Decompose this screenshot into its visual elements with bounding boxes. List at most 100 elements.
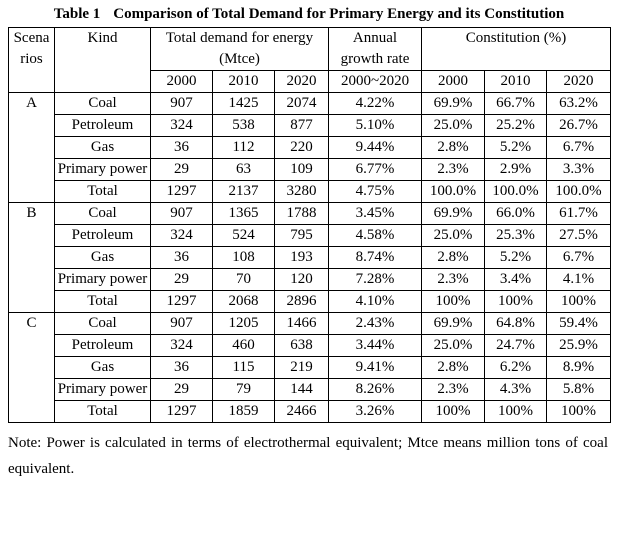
demand-cell: 115 [212, 356, 275, 379]
demand-cell: 63 [212, 158, 275, 181]
constitution-cell: 8.9% [546, 356, 612, 379]
table-caption-text: Comparison of Total Demand for Primary E… [113, 6, 565, 22]
kind-cell: Primary power [54, 158, 151, 181]
constitution-cell: 25.9% [546, 334, 612, 357]
header-constitution-year-2000: 2000 [421, 70, 486, 93]
kind-cell: Coal [54, 312, 151, 335]
demand-cell: 324 [150, 114, 213, 137]
constitution-cell: 6.2% [484, 356, 548, 379]
growth-cell: 6.77% [328, 158, 423, 181]
demand-cell: 907 [150, 92, 213, 115]
growth-cell: 2.43% [328, 312, 423, 335]
page: Table 1 Comparison of Total Demand for Pr… [8, 3, 612, 477]
kind-cell: Total [54, 180, 151, 203]
constitution-cell: 6.7% [546, 136, 612, 159]
constitution-cell: 69.9% [421, 92, 486, 115]
growth-cell: 3.45% [328, 202, 423, 225]
kind-cell: Gas [54, 136, 151, 159]
kind-cell: Primary power [54, 268, 151, 291]
demand-cell: 324 [150, 224, 213, 247]
constitution-cell: 63.2% [546, 92, 612, 115]
constitution-cell: 3.3% [546, 158, 612, 181]
table-caption: Table 1 Comparison of Total Demand for Pr… [8, 3, 610, 25]
kind-cell: Primary power [54, 378, 151, 401]
demand-cell: 109 [273, 158, 330, 181]
constitution-cell: 61.7% [546, 202, 612, 225]
constitution-cell: 3.4% [484, 268, 548, 291]
growth-cell: 8.74% [328, 246, 423, 269]
header-kind: Kind [54, 27, 151, 93]
constitution-cell: 2.8% [421, 136, 486, 159]
energy-demand-table: Scena rios Kind Total demand for energy … [8, 27, 612, 423]
table-row: Petroleum 324 538 877 5.10% 25.0% 25.2% … [9, 114, 612, 137]
constitution-cell: 100.0% [484, 180, 548, 203]
demand-cell: 36 [150, 356, 213, 379]
demand-cell: 1788 [273, 202, 330, 225]
constitution-cell: 64.8% [484, 312, 548, 335]
demand-cell: 1859 [212, 400, 275, 423]
growth-cell: 5.10% [328, 114, 423, 137]
demand-cell: 877 [273, 114, 330, 137]
demand-cell: 2466 [273, 400, 330, 423]
header-energy-demand: Total demand for energy (Mtce) [149, 27, 330, 71]
constitution-cell: 100% [546, 400, 612, 423]
scenario-a-cell: A [8, 92, 55, 203]
table-row: Primary power 29 70 120 7.28% 2.3% 3.4% … [9, 268, 612, 291]
demand-cell: 36 [150, 246, 213, 269]
demand-cell: 144 [273, 378, 330, 401]
table-note: Note: Power is calculated in terms of el… [8, 435, 608, 477]
demand-cell: 907 [150, 312, 213, 335]
constitution-cell: 2.9% [484, 158, 548, 181]
header-constitution: Constitution (%) [421, 27, 612, 71]
demand-cell: 1425 [212, 92, 275, 115]
demand-cell: 1365 [212, 202, 275, 225]
scenario-c-cell: C [8, 312, 55, 423]
demand-cell: 220 [273, 136, 330, 159]
table-caption-label: Table 1 [53, 6, 101, 22]
constitution-cell: 5.2% [484, 246, 548, 269]
table-row: Gas 36 108 193 8.74% 2.8% 5.2% 6.7% [9, 246, 612, 269]
header-constitution-year-2010: 2010 [484, 70, 548, 93]
demand-cell: 638 [273, 334, 330, 357]
constitution-cell: 6.7% [546, 246, 612, 269]
demand-cell: 79 [212, 378, 275, 401]
constitution-cell: 100% [484, 400, 548, 423]
constitution-cell: 25.2% [484, 114, 548, 137]
constitution-cell: 25.3% [484, 224, 548, 247]
demand-cell: 29 [150, 268, 213, 291]
constitution-cell: 100.0% [546, 180, 612, 203]
demand-cell: 1205 [212, 312, 275, 335]
demand-cell: 3280 [273, 180, 330, 203]
demand-cell: 2896 [273, 290, 330, 313]
constitution-cell: 25.0% [421, 334, 486, 357]
demand-cell: 70 [212, 268, 275, 291]
constitution-cell: 100% [421, 290, 486, 313]
growth-cell: 8.26% [328, 378, 423, 401]
demand-cell: 907 [150, 202, 213, 225]
demand-cell: 29 [150, 378, 213, 401]
growth-cell: 4.75% [328, 180, 423, 203]
constitution-cell: 66.7% [484, 92, 548, 115]
demand-cell: 219 [273, 356, 330, 379]
kind-cell: Coal [54, 202, 151, 225]
constitution-cell: 24.7% [484, 334, 548, 357]
table-row: Total 1297 1859 2466 3.26% 100% 100% 100… [9, 400, 612, 423]
scenario-b-cell: B [8, 202, 55, 313]
demand-cell: 1297 [150, 180, 213, 203]
demand-cell: 324 [150, 334, 213, 357]
constitution-cell: 66.0% [484, 202, 548, 225]
constitution-cell: 59.4% [546, 312, 612, 335]
kind-cell: Petroleum [54, 334, 151, 357]
demand-cell: 36 [150, 136, 213, 159]
table-row: Total 1297 2137 3280 4.75% 100.0% 100.0%… [9, 180, 612, 203]
constitution-cell: 100% [421, 400, 486, 423]
demand-cell: 108 [212, 246, 275, 269]
demand-cell: 460 [212, 334, 275, 357]
constitution-cell: 27.5% [546, 224, 612, 247]
constitution-cell: 4.1% [546, 268, 612, 291]
demand-cell: 112 [212, 136, 275, 159]
constitution-cell: 25.0% [421, 224, 486, 247]
constitution-cell: 2.8% [421, 246, 486, 269]
kind-cell: Total [54, 400, 151, 423]
kind-cell: Petroleum [54, 224, 151, 247]
